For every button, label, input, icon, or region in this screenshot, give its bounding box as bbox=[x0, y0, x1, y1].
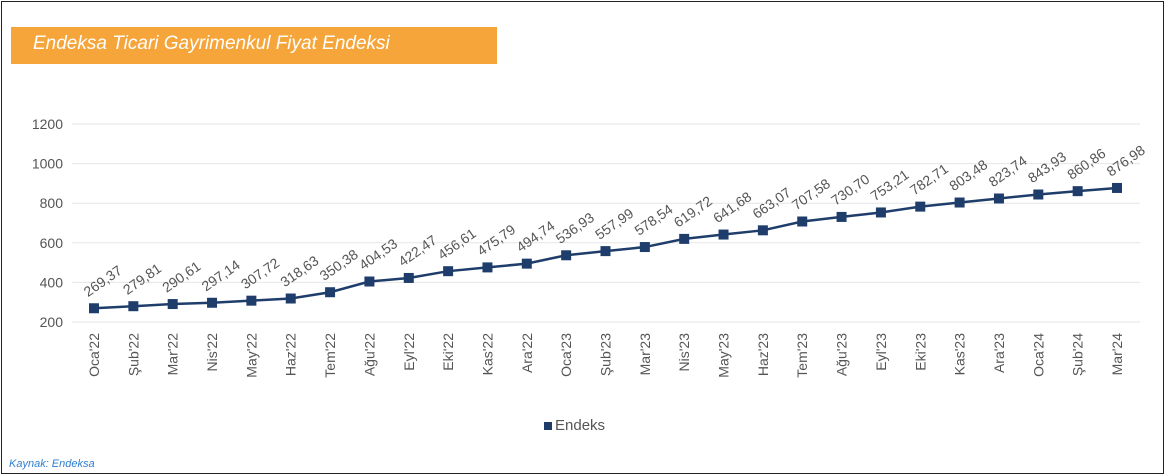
data-label: 404,53 bbox=[356, 235, 400, 273]
x-axis-ticks: Oca'22 Şub'22 Mar'22 Nis'22 May'22 Haz'22 Tem'… bbox=[86, 333, 1125, 378]
data-label: 422,47 bbox=[395, 232, 439, 270]
data-label: 307,72 bbox=[238, 254, 282, 292]
x-tick-label: Şub'22 bbox=[125, 333, 141, 376]
x-tick-label: Mar'23 bbox=[637, 333, 653, 376]
data-point bbox=[443, 266, 454, 277]
data-point bbox=[875, 207, 886, 218]
y-tick-label: 1200 bbox=[32, 116, 63, 132]
data-point bbox=[836, 211, 847, 222]
data-label: 803,48 bbox=[946, 156, 990, 194]
x-tick-label: Oca'23 bbox=[558, 333, 574, 377]
x-tick-label: Mar'22 bbox=[165, 333, 181, 376]
x-tick-label: Nis'23 bbox=[676, 333, 692, 372]
legend-label: Endeks bbox=[555, 417, 605, 434]
data-point bbox=[285, 293, 296, 304]
y-tick-label: 200 bbox=[40, 314, 64, 330]
data-label: 279,81 bbox=[120, 260, 164, 298]
data-label: 494,74 bbox=[513, 217, 557, 255]
data-label: 350,38 bbox=[317, 246, 361, 284]
x-tick-label: Tem'22 bbox=[322, 333, 338, 378]
x-tick-label: Tem'23 bbox=[794, 333, 810, 378]
data-point bbox=[1072, 186, 1083, 197]
series-markers bbox=[89, 182, 1122, 314]
data-point bbox=[521, 258, 532, 269]
x-tick-label: Eyl'23 bbox=[873, 333, 889, 371]
data-label: 475,79 bbox=[474, 221, 518, 259]
y-tick-label: 400 bbox=[40, 274, 64, 290]
data-point bbox=[915, 201, 926, 212]
x-tick-label: Mar'24 bbox=[1109, 333, 1125, 376]
data-label: 578,54 bbox=[631, 201, 675, 239]
data-point bbox=[954, 197, 965, 208]
x-tick-label: Şub'24 bbox=[1070, 333, 1086, 376]
x-tick-label: Ara'22 bbox=[519, 333, 535, 373]
data-label: 290,61 bbox=[159, 258, 203, 296]
data-label: 707,58 bbox=[789, 175, 833, 213]
x-tick-label: Kas'23 bbox=[952, 333, 968, 376]
data-label: 782,71 bbox=[907, 160, 951, 198]
x-tick-label: Haz'23 bbox=[755, 333, 771, 376]
legend-marker bbox=[544, 422, 552, 430]
x-tick-label: Ara'23 bbox=[991, 333, 1007, 373]
title-banner: Endeksa Ticari Gayrimenkul Fiyat Endeksi bbox=[11, 27, 497, 64]
data-point bbox=[600, 246, 611, 257]
x-tick-label: Haz'22 bbox=[283, 333, 299, 376]
data-label: 753,21 bbox=[867, 166, 911, 204]
data-point bbox=[246, 295, 257, 306]
chart-title: Endeksa Ticari Gayrimenkul Fiyat Endeksi bbox=[33, 33, 390, 54]
y-tick-label: 800 bbox=[40, 195, 64, 211]
x-tick-label: Eki'22 bbox=[440, 333, 456, 371]
data-point bbox=[718, 229, 729, 240]
data-point bbox=[1033, 189, 1044, 200]
x-tick-label: Oca'24 bbox=[1030, 333, 1046, 377]
x-tick-label: Ağu'23 bbox=[834, 333, 850, 376]
data-point bbox=[679, 233, 690, 244]
data-label: 876,98 bbox=[1104, 142, 1148, 180]
data-label: 557,99 bbox=[592, 205, 636, 243]
data-label: 536,93 bbox=[553, 209, 597, 247]
data-label: 619,72 bbox=[671, 193, 715, 231]
y-tick-label: 600 bbox=[40, 235, 64, 251]
data-point bbox=[167, 299, 178, 310]
y-tick-label: 1000 bbox=[32, 156, 63, 172]
x-tick-label: May'23 bbox=[716, 333, 732, 378]
data-point bbox=[993, 193, 1004, 204]
data-point bbox=[207, 297, 218, 308]
data-point bbox=[639, 242, 650, 253]
x-tick-label: Eki'23 bbox=[912, 333, 928, 371]
data-label: 641,68 bbox=[710, 188, 754, 226]
x-tick-label: Ağu'22 bbox=[361, 333, 377, 376]
x-tick-label: Kas'22 bbox=[479, 333, 495, 376]
x-tick-label: May'22 bbox=[243, 333, 259, 378]
data-point bbox=[325, 287, 336, 298]
data-point bbox=[128, 301, 139, 312]
y-axis-ticks: 200 400 600 800 1000 1200 bbox=[32, 116, 63, 330]
x-tick-label: Şub'23 bbox=[598, 333, 614, 376]
data-point bbox=[797, 216, 808, 227]
data-point bbox=[89, 303, 99, 314]
data-label: 318,63 bbox=[277, 252, 321, 290]
x-tick-label: Eyl'22 bbox=[401, 333, 417, 371]
data-label: 823,74 bbox=[986, 152, 1030, 190]
data-labels: 269,37279,81290,61297,14307,72318,63350,… bbox=[81, 142, 1148, 300]
x-tick-label: Nis'22 bbox=[204, 333, 220, 372]
data-label: 456,61 bbox=[435, 225, 479, 263]
gridlines bbox=[72, 123, 1140, 323]
data-point bbox=[482, 262, 493, 273]
legend: Endeks bbox=[544, 417, 605, 434]
data-label: 269,37 bbox=[81, 262, 125, 300]
data-label: 843,93 bbox=[1025, 148, 1069, 186]
data-point bbox=[1112, 182, 1122, 193]
data-point bbox=[403, 272, 414, 283]
data-label: 297,14 bbox=[199, 256, 243, 294]
data-point bbox=[561, 250, 572, 261]
data-point bbox=[757, 225, 768, 236]
data-point bbox=[364, 276, 375, 287]
source-note: Kaynak: Endeksa bbox=[9, 458, 95, 470]
x-tick-label: Oca'22 bbox=[86, 333, 102, 377]
